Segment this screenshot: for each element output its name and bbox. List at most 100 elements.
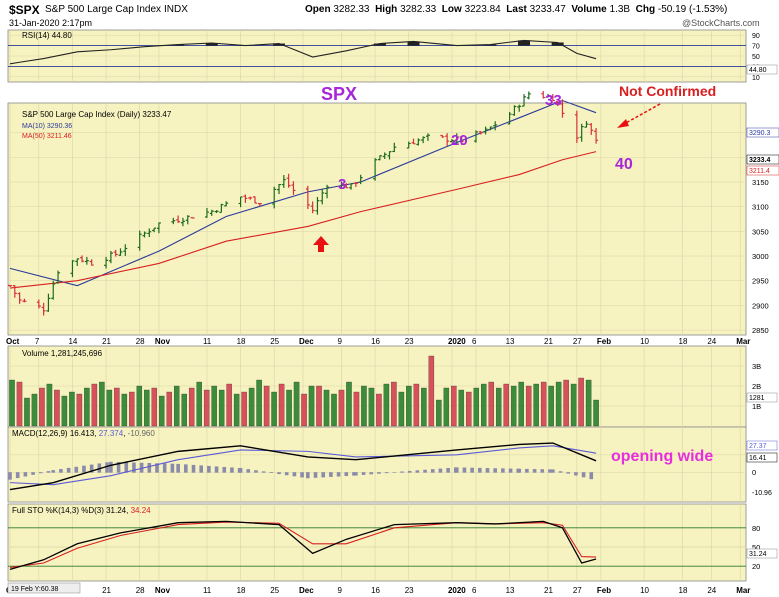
- volume-bar: [593, 399, 599, 427]
- macd-hist-bar: [462, 467, 467, 473]
- price-date-label: 18: [679, 337, 688, 346]
- macd-line: [9, 442, 597, 491]
- macd-hist-bar: [532, 469, 537, 473]
- volume-bar: [518, 381, 524, 427]
- macd-hist-bar: [361, 472, 366, 475]
- sto-date-label: 6: [472, 586, 477, 595]
- volume-bar: [211, 385, 217, 427]
- volume-bar: [361, 385, 367, 427]
- rsi-series: [9, 39, 597, 65]
- volume-bar: [99, 381, 105, 427]
- label-20: 20: [451, 132, 468, 149]
- macd-hist-bar: [313, 472, 318, 478]
- rsi-overbought-fill: [484, 44, 497, 46]
- sto-tick: 50: [752, 543, 760, 552]
- ma50-line: [9, 151, 597, 289]
- volume-tag: 1281: [749, 395, 765, 402]
- price-date-label: 21: [544, 337, 553, 346]
- price-date-label: 6: [472, 337, 477, 346]
- macd-hist-bar: [300, 472, 304, 478]
- macd-hist-bar: [306, 472, 310, 479]
- volume-bar: [383, 383, 390, 427]
- macd-hist-bar: [66, 467, 71, 473]
- volume-bar: [106, 389, 113, 427]
- macd-hist-bar: [284, 472, 289, 476]
- volume-bar: [488, 381, 494, 427]
- macd-hist-bar: [540, 469, 545, 473]
- price-bars: [8, 90, 599, 316]
- rsi-overbought-fill: [205, 43, 218, 46]
- macd-hist-bar: [15, 472, 20, 479]
- volume-bar: [188, 387, 195, 427]
- volume-bar: [503, 383, 509, 427]
- volume-bar: [443, 387, 450, 427]
- volume-bar: [286, 389, 292, 427]
- macd-hist-bar: [176, 463, 180, 473]
- volume-bar: [316, 385, 322, 427]
- last-price-tag: 3233.4: [749, 157, 771, 164]
- sto-date-label: 9: [337, 586, 342, 595]
- ma10-label: MA(10) 3290.36: [22, 123, 72, 130]
- volume-bar: [451, 385, 457, 427]
- volume-bar: [196, 381, 202, 427]
- macd-hist-bar: [109, 461, 113, 473]
- rsi-overbought-fill: [518, 40, 531, 46]
- rsi-overbought-fill: [407, 41, 420, 46]
- volume-bar: [308, 385, 315, 427]
- volume-bar: [241, 391, 247, 427]
- opening-wide-annotation: opening wide: [611, 448, 714, 465]
- volume-label: Volume 1,281,245,696: [22, 349, 103, 358]
- macd-hist-bar: [589, 472, 594, 480]
- sto-date-label: 25: [270, 586, 279, 595]
- macd-label: MACD(12,26,9) 16.413, 27.374, -10.960: [12, 429, 155, 438]
- volume-bar: [548, 385, 554, 427]
- rsi-tick: 90: [752, 33, 760, 40]
- volume-bar: [406, 385, 412, 427]
- price-date-label: Dec: [299, 337, 314, 346]
- macd-hist-bar: [222, 466, 227, 473]
- macd-hist-bar: [392, 472, 397, 473]
- sto-date-label: 28: [136, 586, 145, 595]
- macd-hist-bar: [184, 464, 188, 473]
- sto-date-label: Dec: [299, 586, 314, 595]
- volume-bar: [533, 383, 539, 427]
- volume-bar: [510, 385, 517, 427]
- ma50-label: MA(50) 3211.46: [22, 133, 72, 140]
- price-date-label: 23: [405, 337, 414, 346]
- macd-hist-bar: [8, 472, 12, 480]
- macd-hist-bar: [139, 462, 144, 473]
- sto-date-label: 21: [102, 586, 111, 595]
- rsi-tick: 10: [752, 75, 760, 82]
- price-tick: 3150: [752, 178, 769, 187]
- macd-hist-bar: [230, 467, 234, 473]
- rsi-tick: 70: [752, 44, 760, 51]
- macd-hist-bar: [336, 472, 341, 477]
- macd-hist-bar: [384, 472, 389, 474]
- macd-hist-bar: [89, 464, 94, 473]
- dashed-arrow: [623, 103, 661, 125]
- price-date-label: 7: [35, 337, 40, 346]
- price-tick: 3000: [752, 252, 769, 261]
- macd-hist-bar: [493, 468, 497, 473]
- cursor-readout: 19 Feb Y:60.38: [11, 586, 58, 593]
- not-confirmed-annotation: Not Confirmed: [619, 83, 717, 99]
- rsi-label: RSI(14) 44.80: [22, 31, 72, 40]
- sto-date-label: Mar: [736, 586, 750, 595]
- volume-bar: [9, 379, 15, 427]
- macd-hist-bar: [517, 468, 522, 473]
- rsi-overbought-fill: [373, 43, 386, 46]
- volume-bar: [353, 391, 360, 427]
- volume-bar: [24, 397, 30, 427]
- volume-bar: [114, 387, 120, 427]
- macd-hist-bar: [354, 472, 358, 476]
- price-date-label: 11: [203, 337, 212, 346]
- macd-hist-bar: [269, 472, 274, 473]
- volume-bar: [173, 385, 180, 427]
- macd-hist-bar: [132, 462, 136, 473]
- stockcharts-logo: @StockCharts.com: [682, 18, 760, 28]
- volume-bar: [278, 383, 285, 427]
- spx-annotation: SPX: [321, 84, 358, 104]
- vol-tick: 3B: [752, 362, 761, 371]
- price-date-label: 2020: [448, 337, 466, 346]
